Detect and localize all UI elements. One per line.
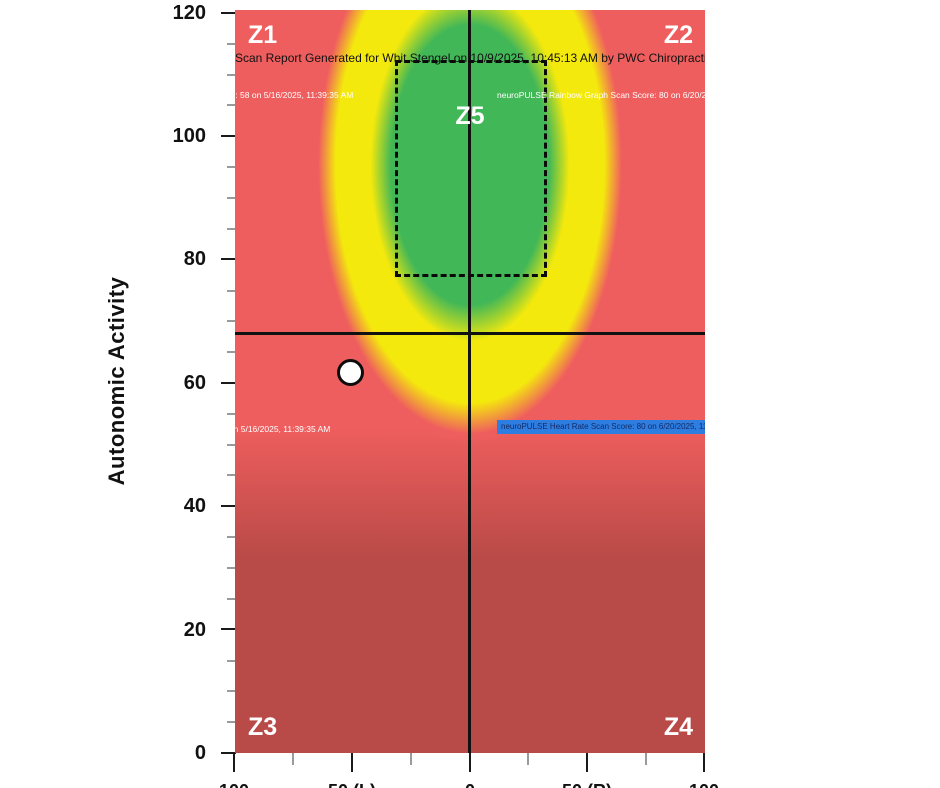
x-tick-label: 50 (R) (542, 782, 632, 788)
x-tick-label: 100 (659, 782, 749, 788)
y-axis-minor-tick (227, 228, 236, 230)
scan-report-title: Scan Report Generated for Whit Stengel o… (235, 51, 705, 65)
annotation-rainbow-score-58: neuroPULSE Rainbow Graph Scan Score: 58 … (235, 90, 354, 100)
y-tick-label: 100 (172, 125, 206, 147)
zone-label-z3: Z3 (248, 713, 278, 741)
y-tick-label: 60 (183, 372, 206, 394)
y-axis-minor-tick (227, 567, 236, 569)
y-axis-major-tick (221, 135, 236, 137)
optimal-zone-dashed-box (395, 60, 547, 277)
x-tick-label: 0 (425, 782, 515, 788)
x-axis-major-tick (351, 753, 353, 772)
y-axis-major-tick (221, 258, 236, 260)
y-axis-minor-tick (227, 690, 236, 692)
x-axis-major-tick (703, 753, 705, 772)
y-axis-major-tick (221, 382, 236, 384)
x-axis-major-tick (233, 753, 235, 772)
y-axis-minor-tick (227, 43, 236, 45)
y-axis-minor-tick (227, 598, 236, 600)
x-axis-major-tick (469, 753, 471, 772)
y-tick-label: 0 (194, 742, 206, 764)
y-axis-major-tick (221, 628, 236, 630)
y-axis-major-tick (221, 505, 236, 507)
rainbow-plot-area: Z1 Z2 Z3 Z4 Z5 Scan Report Generated for… (235, 10, 705, 753)
x-axis-minor-tick (410, 753, 412, 765)
y-axis-minor-tick (227, 104, 236, 106)
y-tick-label: 80 (183, 248, 206, 270)
annotation-heart-rate-score-80-selected[interactable]: neuroPULSE Heart Rate Scan Score: 80 on … (497, 420, 705, 434)
annotation-heart-rate-score-58: neuroPULSE Heart Rate Scan Score: 58 on … (235, 424, 331, 434)
y-axis-major-tick (221, 12, 236, 14)
y-axis-minor-tick (227, 660, 236, 662)
zone-label-z4: Z4 (663, 713, 693, 741)
zone-label-z1: Z1 (248, 21, 278, 49)
y-tick-label: 120 (172, 2, 206, 24)
annotation-rainbow-score-80: neuroPULSE Rainbow Graph Scan Score: 80 … (497, 90, 705, 100)
x-axis-minor-tick (527, 753, 529, 765)
x-axis-minor-tick (645, 753, 647, 765)
y-axis-major-tick (221, 752, 236, 754)
x-tick-label: 50 (L) (307, 782, 397, 788)
y-axis-minor-tick (227, 320, 236, 322)
zone-label-z2: Z2 (663, 21, 693, 49)
y-axis-minor-tick (227, 290, 236, 292)
y-axis-title: Autonomic Activity (104, 276, 129, 486)
y-tick-label: 40 (183, 495, 206, 517)
y-axis-minor-tick (227, 413, 236, 415)
y-axis-minor-tick (227, 536, 236, 538)
y-axis-minor-tick (227, 444, 236, 446)
x-axis-major-tick (586, 753, 588, 772)
y-axis-minor-tick (227, 474, 236, 476)
data-point-marker (337, 359, 364, 386)
y-axis-minor-tick (227, 351, 236, 353)
zone-label-z5: Z5 (455, 102, 485, 130)
x-tick-label: 100 (189, 782, 279, 788)
crosshair-vertical-line (468, 10, 471, 753)
y-axis-minor-tick (227, 197, 236, 199)
y-axis-minor-tick (227, 721, 236, 723)
x-axis-minor-tick (292, 753, 294, 765)
y-axis-minor-tick (227, 166, 236, 168)
y-tick-label: 20 (183, 619, 206, 641)
y-axis-minor-tick (227, 74, 236, 76)
